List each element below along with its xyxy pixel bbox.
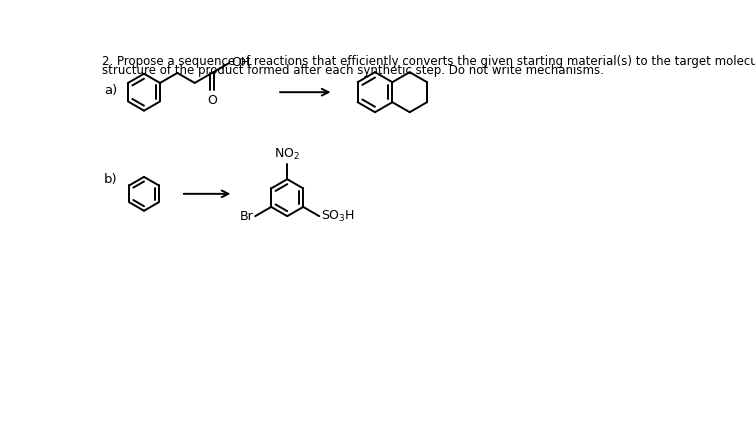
Text: O: O <box>207 94 217 107</box>
Text: b): b) <box>104 173 118 186</box>
Text: SO$_3$H: SO$_3$H <box>321 209 355 224</box>
Text: Br: Br <box>240 209 254 223</box>
Text: OH: OH <box>231 56 250 69</box>
Text: 2. Propose a sequence of reactions that efficiently converts the given starting : 2. Propose a sequence of reactions that … <box>103 55 755 68</box>
Text: a): a) <box>104 85 117 97</box>
Text: structure of the product formed after each synthetic step. Do not write mechanis: structure of the product formed after ea… <box>103 64 604 78</box>
Text: NO$_2$: NO$_2$ <box>274 147 300 162</box>
